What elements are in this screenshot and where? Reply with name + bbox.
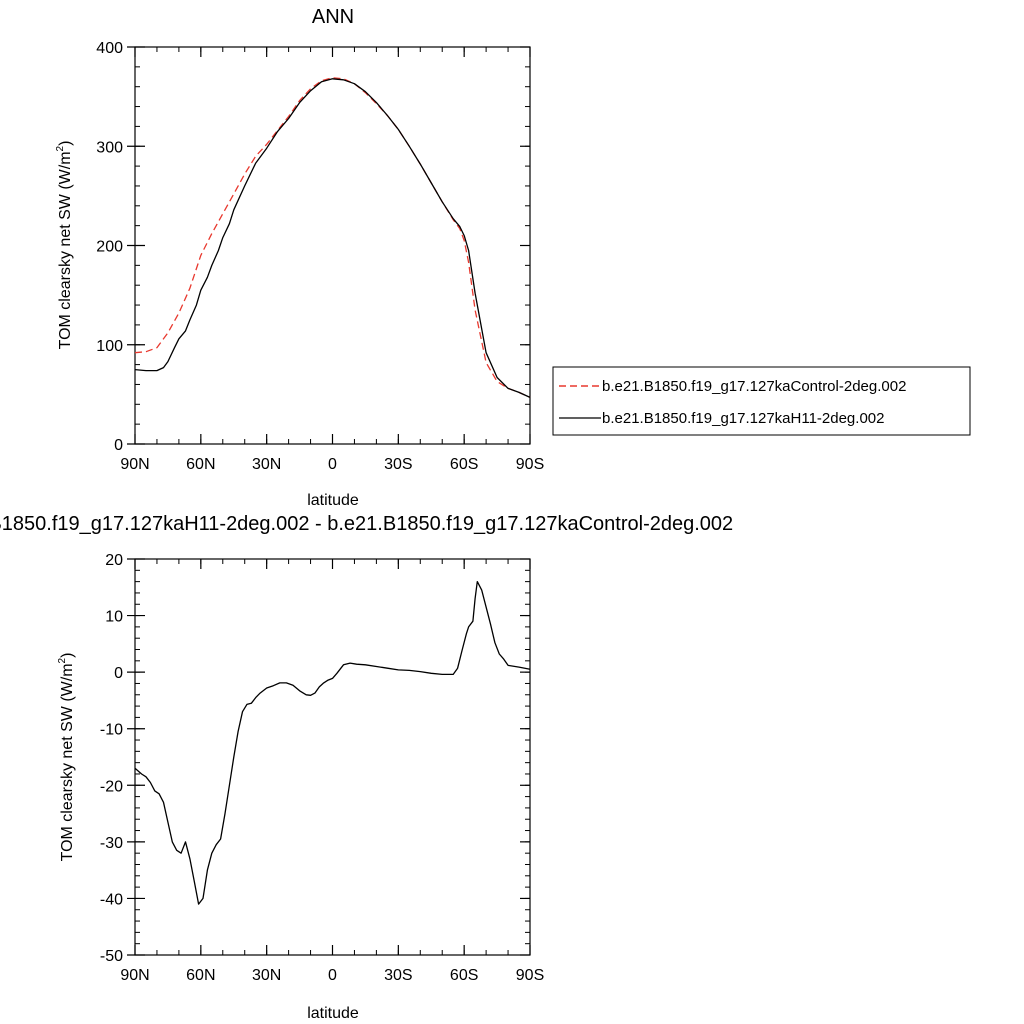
top-x-tick-label: 90N <box>120 456 149 473</box>
bottom-panel: b.e21.B1850.f19_g17.127kaH11-2deg.002 - … <box>0 513 733 1022</box>
top-x-tick-label: 30S <box>384 456 412 473</box>
top-y-tick-label: 200 <box>96 239 123 256</box>
top-panel: ANN 90N 60N 30N 0 30S 60S 90S 0 100 200 300 400 lat… <box>55 6 544 509</box>
top-y-axis-label-close: ) <box>57 141 74 146</box>
bottom-y-tick-label: 20 <box>105 552 123 569</box>
bottom-series-line-0 <box>134 580 531 905</box>
top-y-tick-label: 100 <box>96 338 123 355</box>
bottom-y-tick-label: -10 <box>100 722 123 739</box>
bottom-chart-title: b.e21.B1850.f19_g17.127kaH11-2deg.002 - … <box>0 513 733 535</box>
top-y-tick-label: 0 <box>114 437 123 454</box>
top-y-axis-label: TOM clearsky net SW (W/m2) <box>55 141 74 350</box>
top-x-tick-label: 90S <box>516 456 544 473</box>
bottom-axis-ticks: 90N 60N 30N 0 30S 60S 90S -50 -40 -30 -20 -10 0 10 20 <box>100 552 544 984</box>
bottom-y-tick-label: -40 <box>100 891 123 908</box>
bottom-x-tick-label: 90N <box>120 967 149 984</box>
top-series-line-0 <box>134 77 531 398</box>
legend: b.e21.B1850.f19_g17.127kaControl-2deg.00… <box>552 366 971 436</box>
top-x-tick-label: 60S <box>450 456 478 473</box>
bottom-y-axis-label-close: ) <box>59 653 76 658</box>
bottom-y-axis-label-text: TOM clearsky net SW (W/m <box>59 663 76 861</box>
top-y-axis-label-sup: 2 <box>55 145 66 151</box>
bottom-y-axis-label: TOM clearsky net SW (W/m2) <box>57 653 76 862</box>
bottom-x-tick-label: 0 <box>328 967 337 984</box>
legend-entry-h11: b.e21.B1850.f19_g17.127kaH11-2deg.002 <box>602 410 884 427</box>
bottom-y-axis-label-sup: 2 <box>57 657 68 663</box>
bottom-x-tick-label: 30N <box>252 967 281 984</box>
top-y-tick-label: 400 <box>96 40 123 57</box>
bottom-x-tick-label: 60S <box>450 967 478 984</box>
bottom-y-tick-label: 0 <box>114 665 123 682</box>
bottom-x-tick-label: 30S <box>384 967 412 984</box>
top-x-tick-label: 60N <box>186 456 215 473</box>
top-x-tick-label: 0 <box>328 456 337 473</box>
legend-box <box>552 366 971 436</box>
top-axis-ticks: 90N 60N 30N 0 30S 60S 90S 0 100 200 300 400 <box>96 40 544 473</box>
top-y-tick-label: 300 <box>96 139 123 156</box>
bottom-y-tick-label: -20 <box>100 778 123 795</box>
top-y-axis-label-text: TOM clearsky net SW (W/m <box>57 151 74 349</box>
bottom-y-tick-label: 10 <box>105 609 123 626</box>
top-plot-frame <box>134 46 531 445</box>
bottom-x-axis-label: latitude <box>307 1005 359 1022</box>
top-x-axis-label: latitude <box>307 492 359 509</box>
bottom-y-tick-label: -50 <box>100 948 123 965</box>
top-series-line-1 <box>134 78 531 398</box>
top-series-group <box>134 77 531 398</box>
top-chart-title: ANN <box>312 6 354 28</box>
bottom-plot-frame <box>134 558 531 956</box>
bottom-x-tick-label: 90S <box>516 967 544 984</box>
top-x-tick-label: 30N <box>252 456 281 473</box>
bottom-x-tick-label: 60N <box>186 967 215 984</box>
bottom-series-group <box>134 580 531 905</box>
bottom-y-tick-label: -30 <box>100 835 123 852</box>
legend-entry-control: b.e21.B1850.f19_g17.127kaControl-2deg.00… <box>602 378 906 395</box>
